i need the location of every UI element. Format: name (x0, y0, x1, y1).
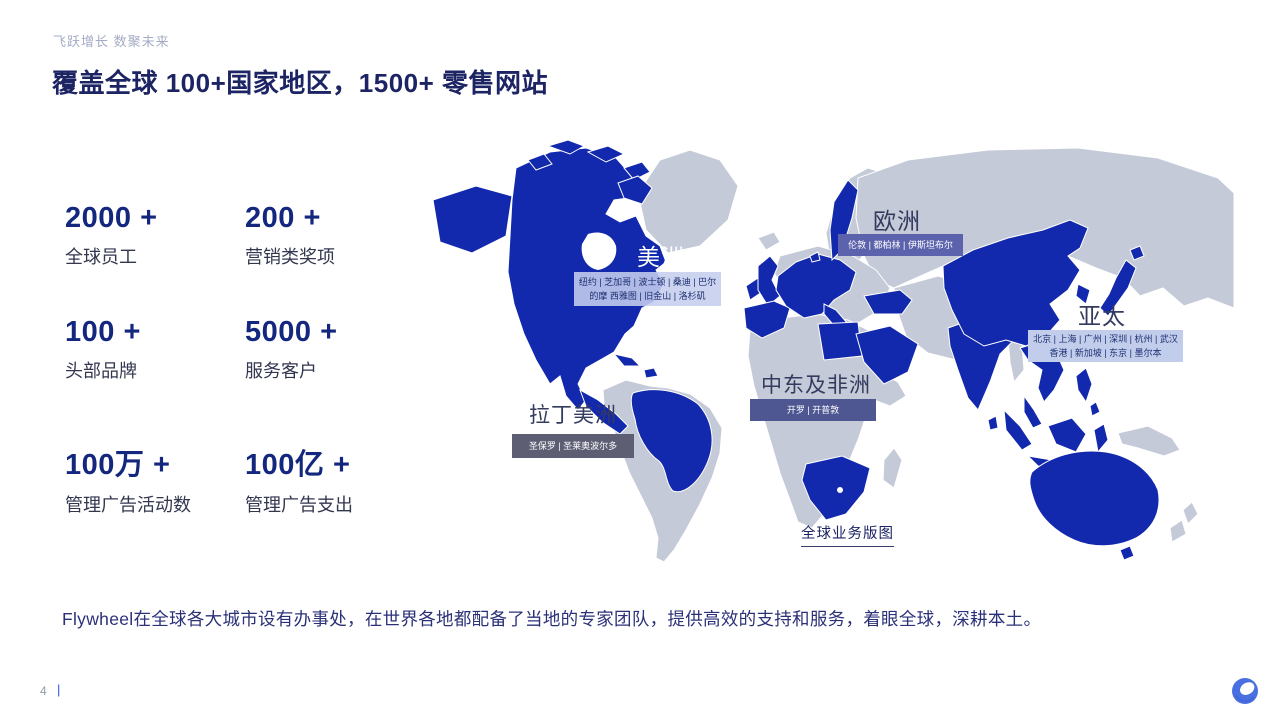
stat-top-brands: 100 + 头部品牌 (65, 316, 255, 383)
page-number-separator: | (57, 682, 61, 697)
stat-label: 营销类奖项 (245, 247, 335, 267)
flywheel-logo-icon (1232, 678, 1258, 704)
stat-value: 100万 + (65, 449, 171, 481)
city-list-line: 开罗 | 开普敦 (786, 405, 840, 415)
eyebrow-tagline: 飞跃增长 数聚未来 (53, 34, 170, 49)
stat-marketing-awards: 200 + 营销类奖项 (245, 202, 435, 269)
stat-label: 全球员工 (65, 247, 137, 267)
stat-value: 100 + (65, 316, 141, 348)
map-water-details (581, 232, 843, 493)
city-list-line: 纽约 | 芝加哥 | 波士顿 | 桑迪 | 巴尔 (578, 277, 717, 287)
stat-value: 100亿 + (245, 449, 351, 481)
region-title-apac: 亚太 (1078, 303, 1126, 329)
page-number: 4 (40, 684, 47, 698)
city-box-latam: 圣保罗 | 圣莱奥波尔多 (512, 434, 634, 458)
world-map (432, 139, 1234, 563)
city-box-europe: 伦敦 | 都柏林 | 伊斯坦布尔 (838, 234, 963, 256)
stat-ad-spend: 100亿 + 管理广告支出 (245, 441, 435, 517)
map-highlighted-countries (432, 139, 1160, 561)
stat-value: 5000 + (245, 316, 338, 348)
description-text: Flywheel在全球各大城市设有办事处，在世界各地都配备了当地的专家团队，提供… (62, 609, 1042, 629)
city-list-line: 的摩 西雅图 | 旧金山 | 洛杉矶 (589, 291, 706, 301)
region-title-middle-east-africa: 中东及非洲 (761, 374, 871, 397)
page-title: 覆盖全球 100+国家地区，1500+ 零售网站 (52, 68, 549, 98)
city-box-middle-east-africa: 开罗 | 开普敦 (750, 399, 876, 421)
global-business-map-link[interactable]: 全球业务版图 (801, 522, 894, 547)
stat-label: 头部品牌 (65, 361, 137, 381)
stat-value: 2000 + (65, 202, 158, 234)
region-title-latam: 拉丁美洲 (529, 404, 617, 427)
city-box-apac: 北京 | 上海 | 广州 | 深圳 | 杭州 | 武汉 香港 | 新加坡 | 东… (1028, 330, 1183, 362)
stat-value: 200 + (245, 202, 321, 234)
region-title-europe: 欧洲 (873, 208, 921, 234)
city-list-line: 圣保罗 | 圣莱奥波尔多 (528, 441, 618, 451)
stat-clients-served: 5000 + 服务客户 (245, 316, 435, 383)
city-list-line: 香港 | 新加坡 | 东京 | 墨尔本 (1049, 348, 1162, 358)
stat-label: 管理广告支出 (245, 495, 353, 515)
city-list-line: 伦敦 | 都柏林 | 伊斯坦布尔 (848, 240, 953, 250)
stat-global-employees: 2000 + 全球员工 (65, 202, 255, 269)
stat-ad-campaigns: 100万 + 管理广告活动数 (65, 441, 255, 517)
region-title-americas: 美洲 (637, 244, 685, 270)
stat-label: 服务客户 (245, 361, 317, 381)
stat-label: 管理广告活动数 (65, 495, 191, 515)
city-list-line: 北京 | 上海 | 广州 | 深圳 | 杭州 | 武汉 (1033, 334, 1178, 344)
city-box-americas: 纽约 | 芝加哥 | 波士顿 | 桑迪 | 巴尔 的摩 西雅图 | 旧金山 | … (574, 272, 721, 306)
